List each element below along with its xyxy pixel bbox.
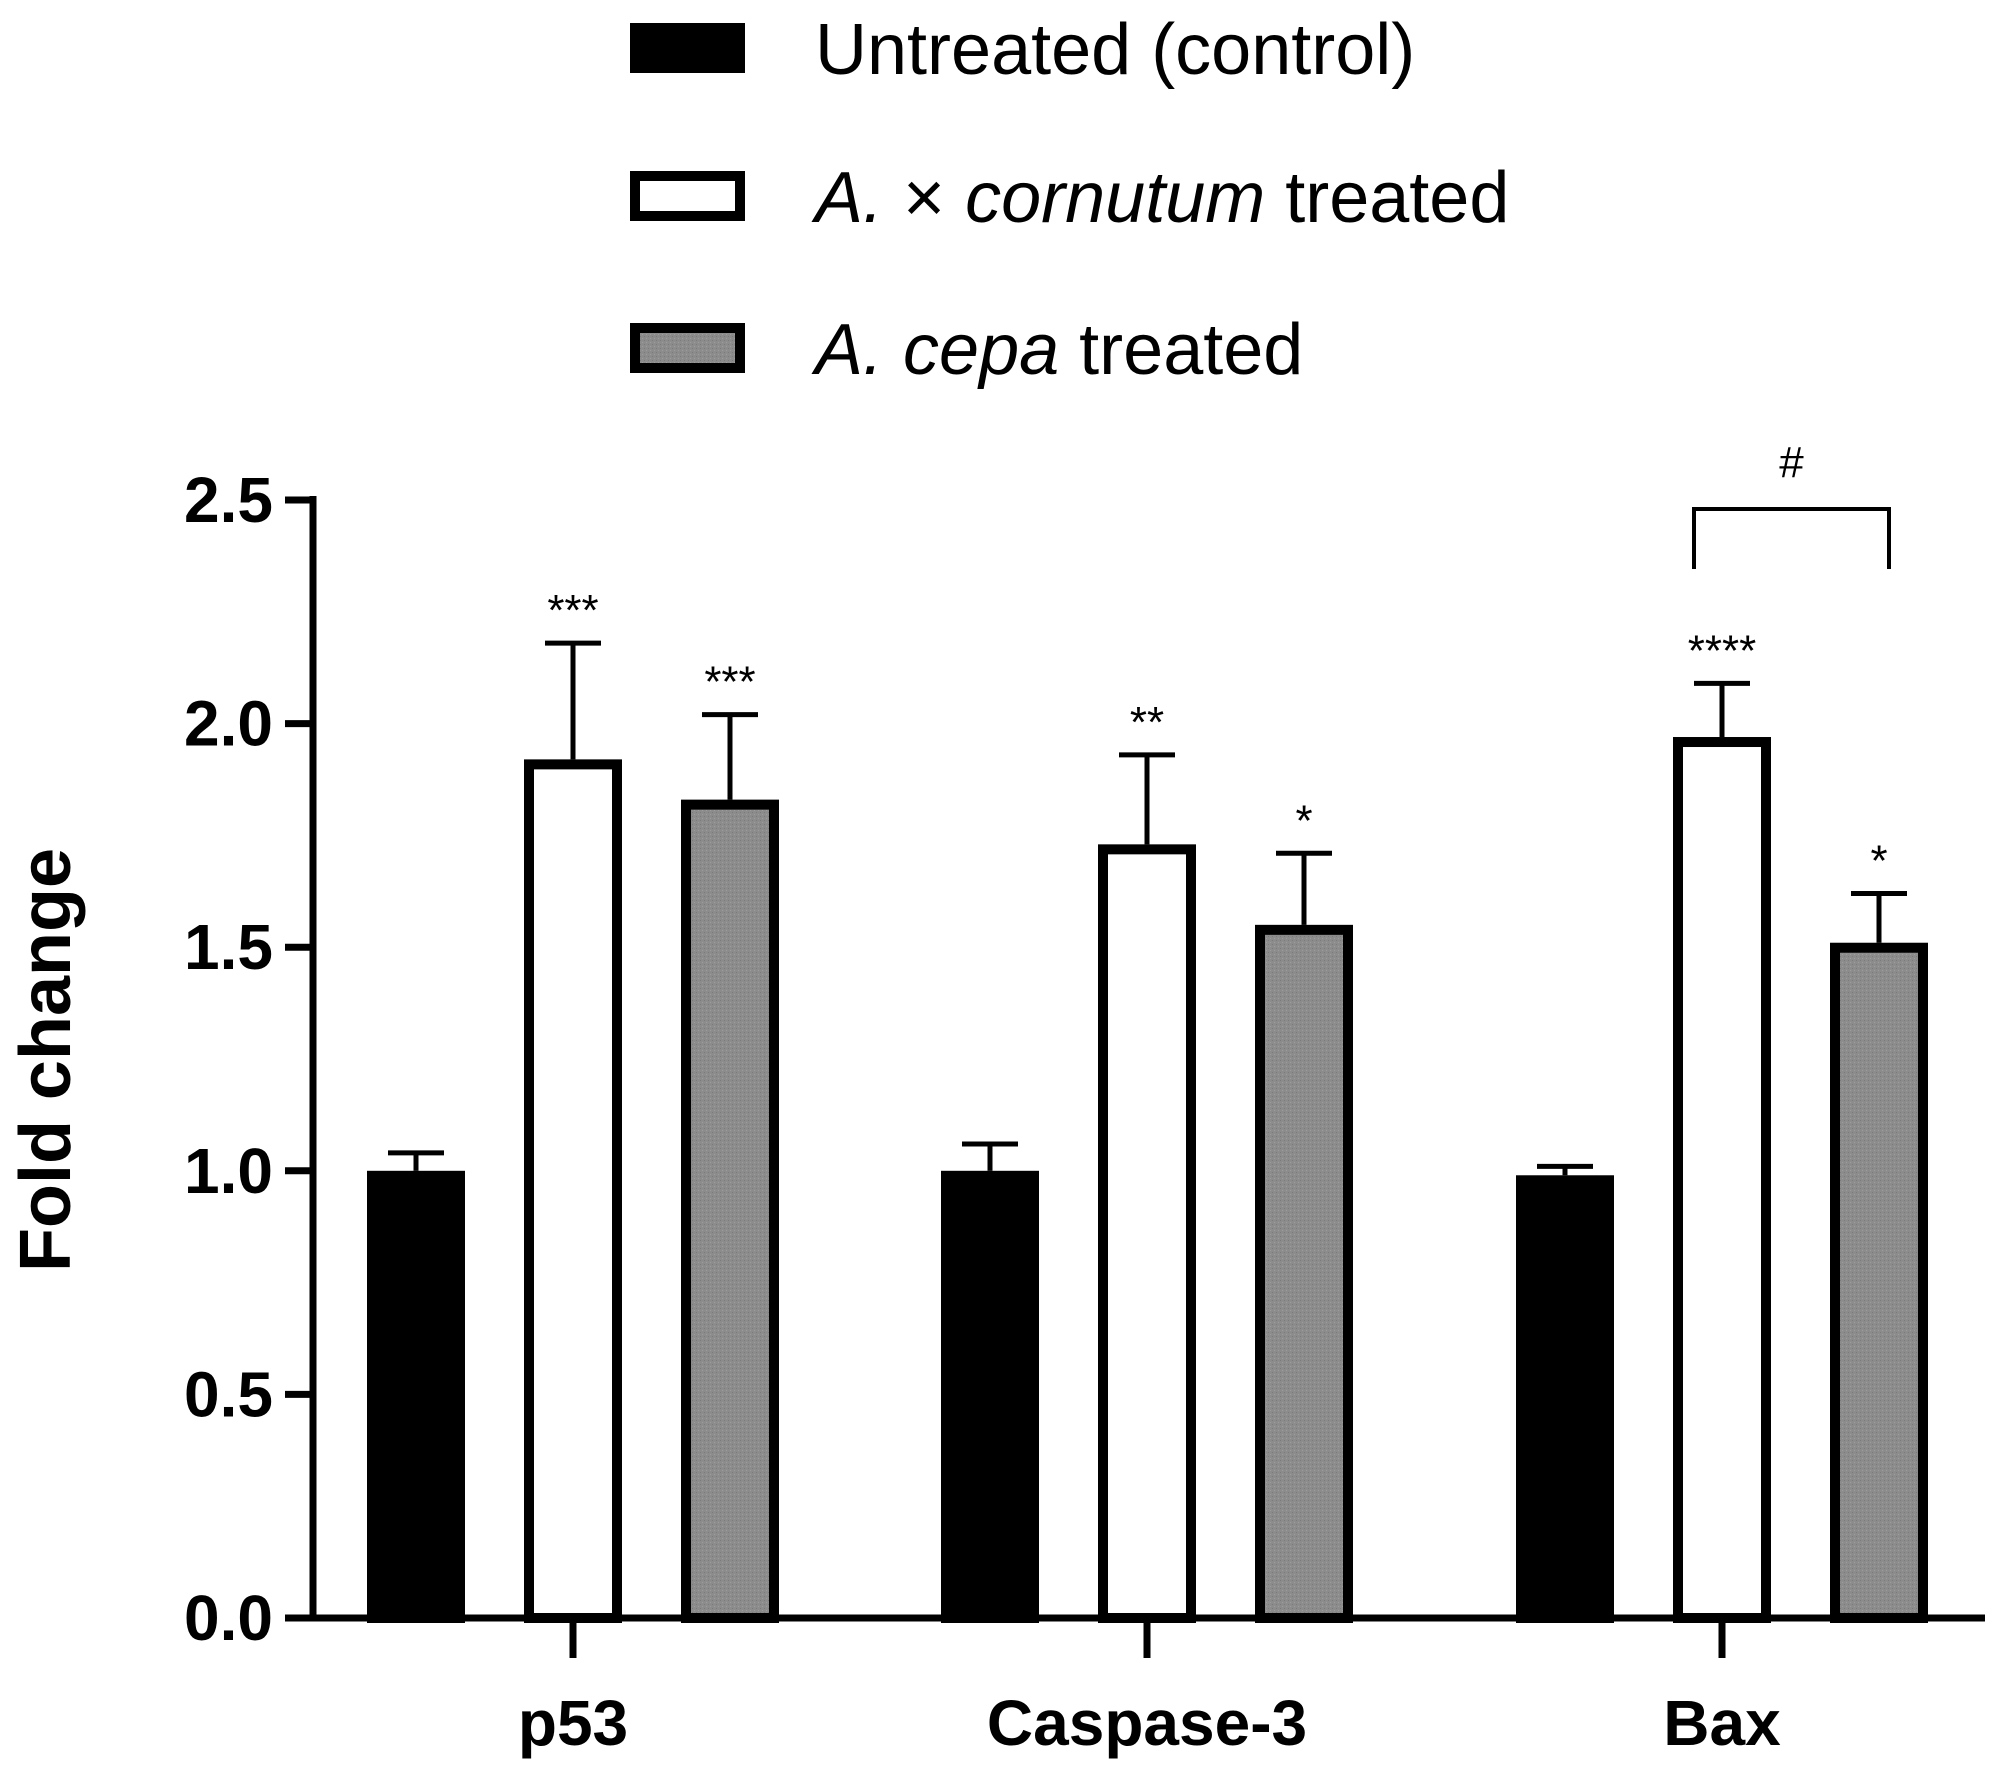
bar-series-0-p53: [367, 1170, 465, 1624]
bars: [367, 737, 1928, 1624]
y-tick-label: 1.5: [184, 911, 273, 983]
legend-swatch-1: [630, 171, 745, 221]
bar-series-2-bax: [1830, 942, 1928, 1623]
bar-series-1-bax: [1673, 737, 1771, 1623]
axes: 0.0 0.5 1.0 1.5 2.0 2.5 p53 Caspase-3 Bax: [184, 464, 1985, 1759]
significance-label: ***: [704, 658, 755, 707]
legend-text-part: Untreated (control): [815, 10, 1415, 90]
category-label-caspase-3: Caspase-3: [987, 1687, 1307, 1759]
legend-text-part: cornutum: [965, 158, 1265, 238]
significance-label: *: [1870, 837, 1887, 886]
comparison-label: #: [1779, 438, 1804, 487]
bar-series-2-caspase-3: [1255, 924, 1353, 1623]
bar-series-0-bax: [1516, 1175, 1614, 1623]
category-label-p53: p53: [518, 1687, 628, 1759]
legend-swatch-0: [630, 23, 745, 73]
bar-series-1-p53: [524, 759, 622, 1623]
annotations: **************#: [547, 438, 1891, 886]
comparison-bracket: [1692, 506, 1891, 569]
legend-swatch-2: [630, 323, 745, 373]
legend-text-part: A.: [811, 158, 903, 238]
y-tick-label: 1.0: [184, 1135, 273, 1207]
bar-series-1-caspase-3: [1098, 844, 1196, 1623]
y-tick-label: 2.0: [184, 688, 273, 760]
y-tick-label: 0.0: [184, 1582, 273, 1654]
legend-text-part: A. cepa: [811, 310, 1059, 390]
significance-label: **: [1130, 698, 1164, 747]
legend-text-part: ×: [903, 158, 965, 238]
legend: Untreated (control) A. × cornutum treated…: [630, 10, 1509, 390]
legend-label-2: A. cepa treated: [811, 310, 1303, 390]
legend-text-part: treated: [1059, 310, 1303, 390]
significance-label: *: [1295, 796, 1312, 845]
legend-label-0: Untreated (control): [815, 10, 1415, 90]
bar-series-0-caspase-3: [941, 1170, 1039, 1624]
y-axis-title: Fold change: [6, 848, 86, 1272]
legend-label-1: A. × cornutum treated: [811, 158, 1509, 238]
bar-series-2-p53: [681, 799, 779, 1623]
y-tick-label: 0.5: [184, 1358, 273, 1430]
y-tick-label: 2.5: [184, 464, 273, 536]
legend-text-part: treated: [1265, 158, 1509, 238]
significance-label: ***: [547, 586, 598, 635]
error-bars: [388, 640, 1907, 1176]
significance-label: ****: [1688, 626, 1757, 675]
category-label-bax: Bax: [1663, 1687, 1781, 1759]
